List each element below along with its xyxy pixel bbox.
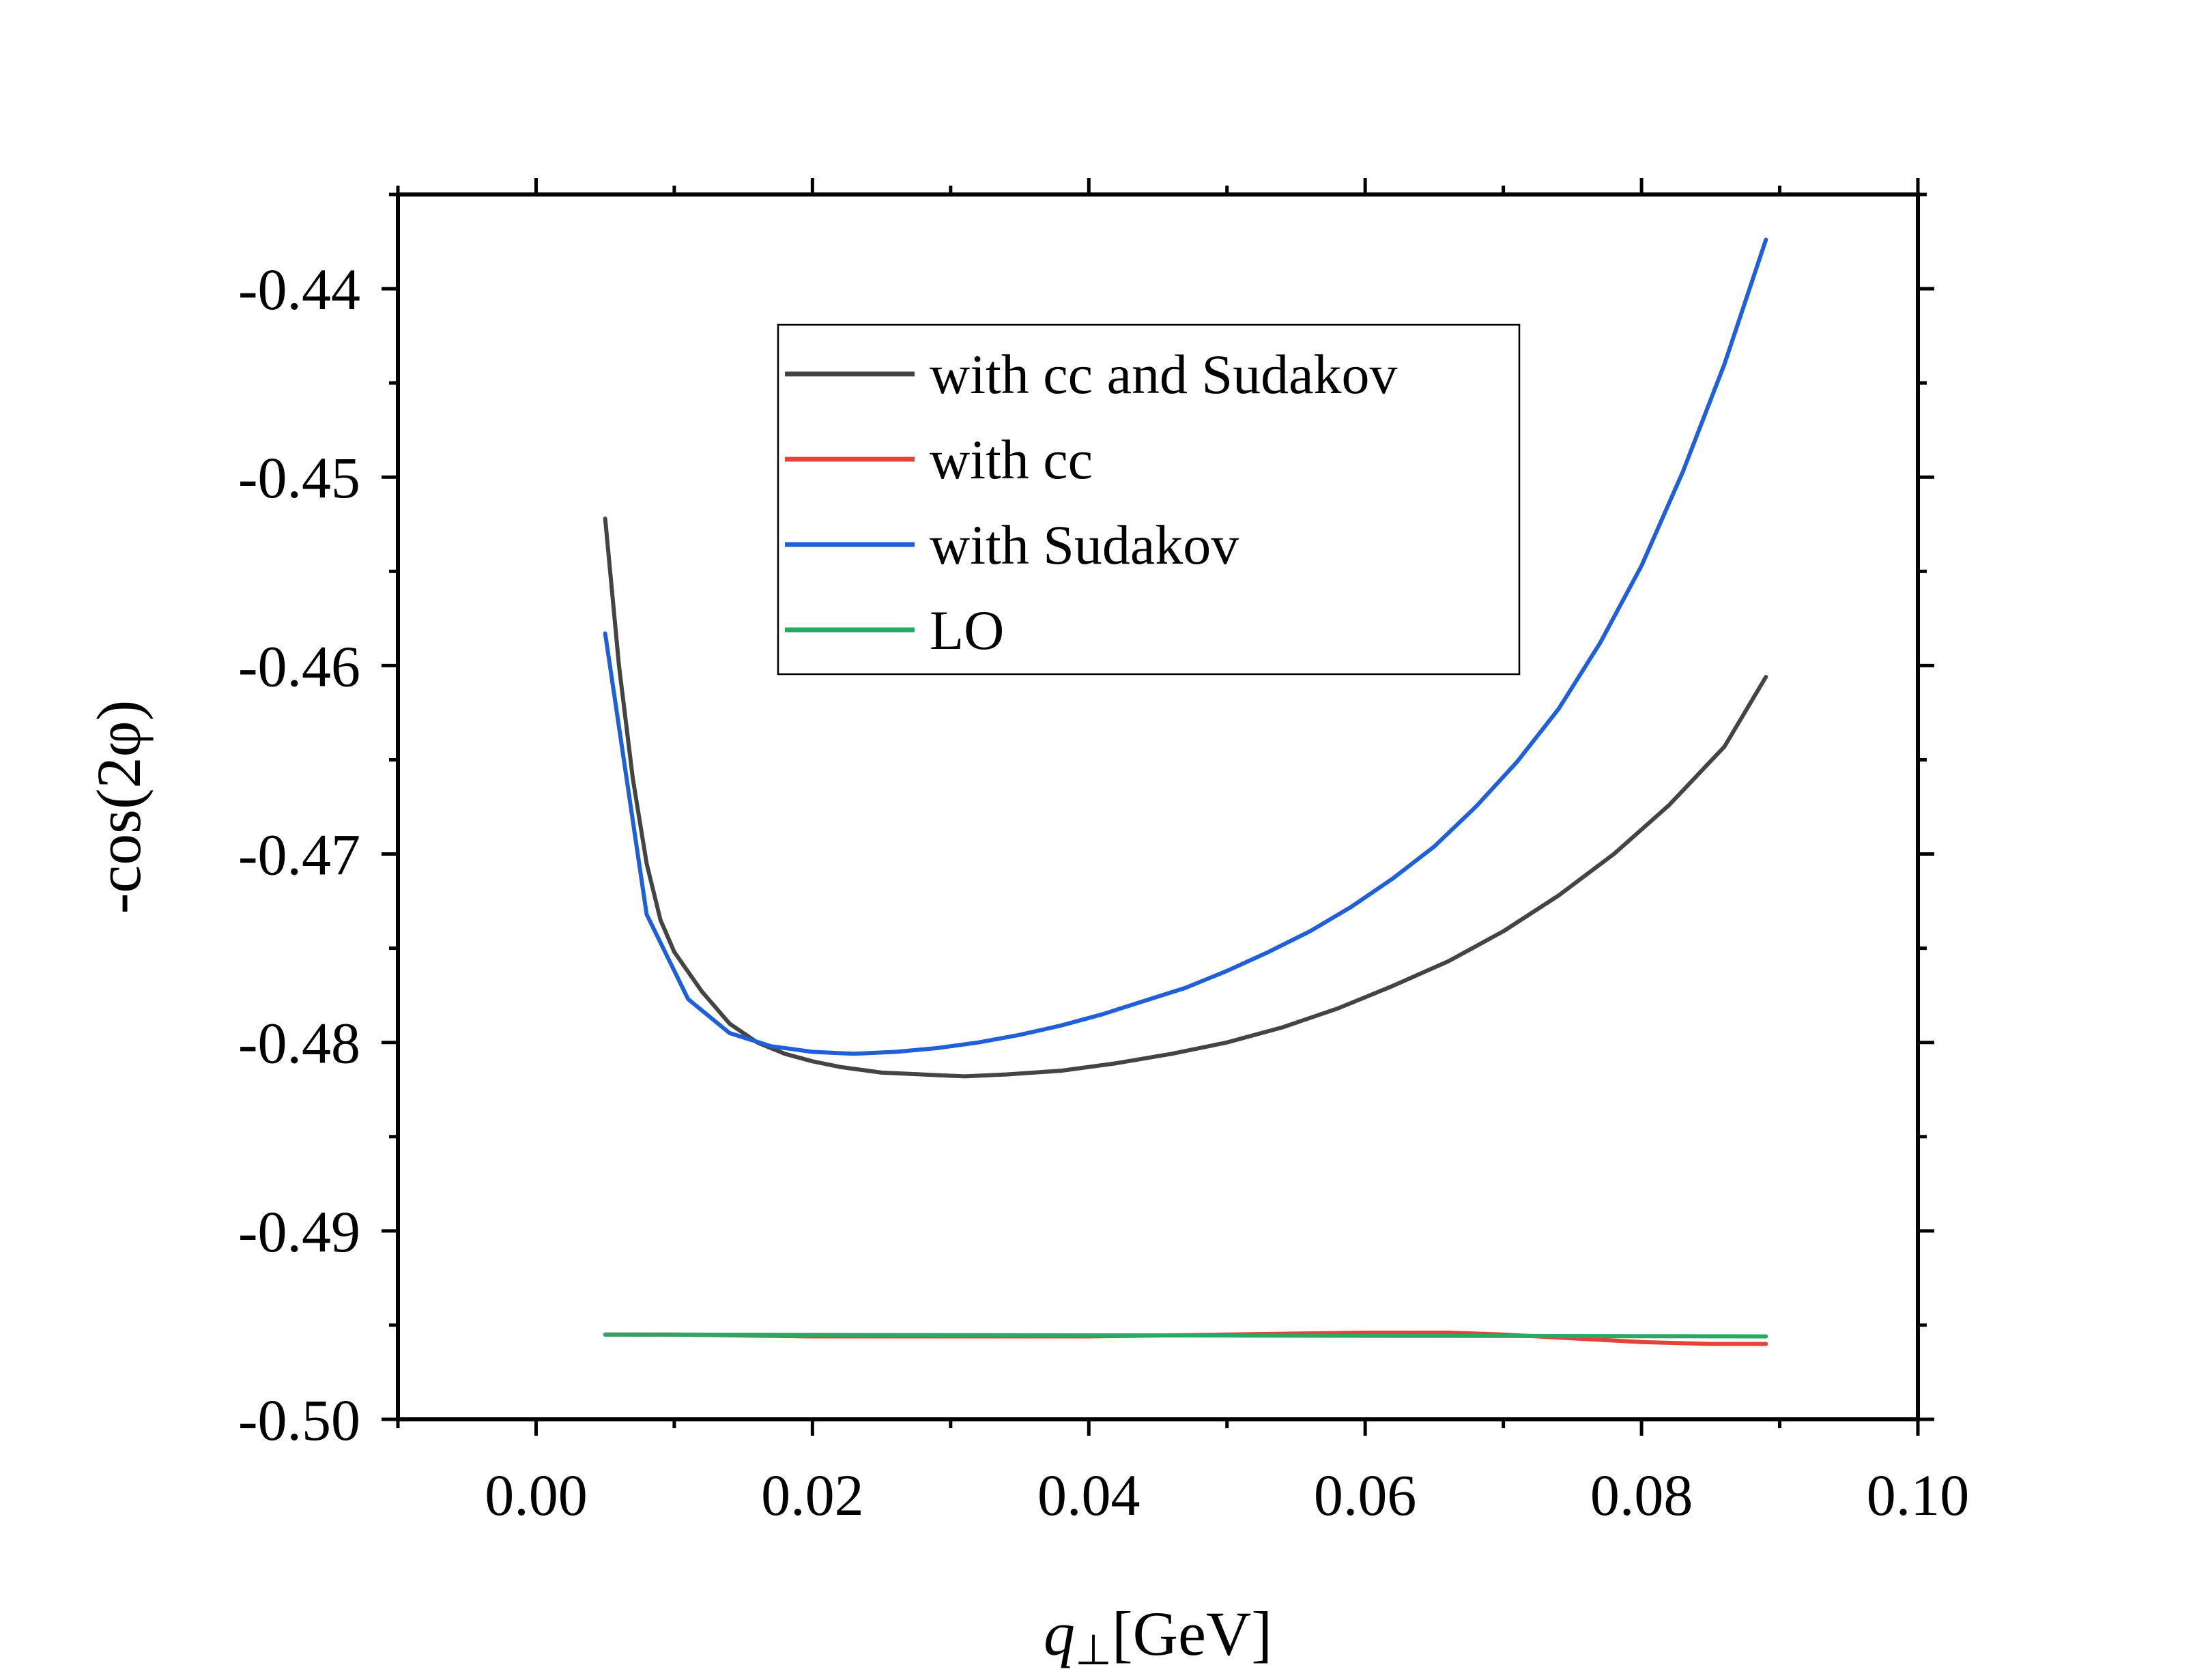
series-line-with-cc-and-sudakov [603,517,1768,1079]
y-tick-label: -0.44 [238,257,360,322]
x-axis-title: q⊥[GeV] [1044,1599,1272,1674]
x-tick-label: 0.08 [1590,1462,1693,1528]
y-axis-title: -cos(2φ) [84,700,154,914]
y-tick-label: -0.50 [238,1387,360,1453]
y-tick-label: -0.48 [238,1011,360,1076]
x-tick-label: 0.02 [761,1462,864,1528]
y-tick-label: -0.45 [238,445,360,510]
legend-label: with Sudakov [930,514,1239,576]
series-layer [603,237,1768,1346]
legend-label: LO [930,599,1004,661]
y-tick-label: -0.47 [238,822,360,888]
plot-frame [396,192,1920,1421]
x-tick-label: 0.10 [1867,1462,1970,1528]
y-tick-label: -0.46 [238,633,360,699]
x-axis-variable: q [1044,1599,1075,1668]
ticks-layer: 0.00 0.02 0.04 0.06 0.08 0.10 -0.50 -0.49 -0.48 -… [238,178,1969,1528]
legend-box [777,323,1521,676]
series-line-with-sudakov [603,237,1768,1056]
series-line-lo [603,1332,1768,1339]
x-axis-subscript: ⊥ [1075,1627,1112,1674]
legend-label: with cc and Sudakov [930,343,1397,405]
x-tick-label: 0.06 [1314,1462,1417,1528]
legend: with cc and Sudakov with cc with Sudakov LO [777,323,1521,676]
legend-label: with cc [930,429,1093,491]
x-tick-label: 0.00 [485,1462,588,1528]
x-tick-label: 0.04 [1037,1462,1140,1528]
y-tick-label: -0.49 [238,1199,360,1264]
x-axis-unit: [GeV] [1112,1599,1272,1668]
